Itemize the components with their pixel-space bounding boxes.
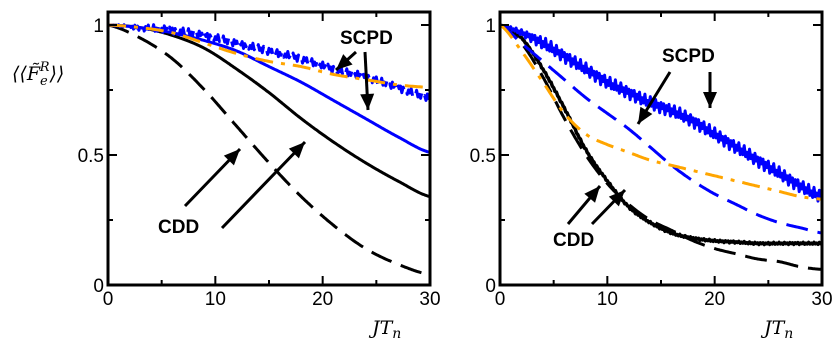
series-line-blue-solid-noisy xyxy=(499,23,824,203)
x-tick-label: 20 xyxy=(312,289,333,310)
x-tick-label: 20 xyxy=(704,289,725,310)
y-tick-label: 0.5 xyxy=(470,146,496,167)
annotation-scpd: SCPD xyxy=(340,28,393,49)
y-tick-label: 0 xyxy=(485,276,496,297)
x-tick-label: 30 xyxy=(419,289,440,310)
series-line-black-solid-ripple xyxy=(499,23,823,247)
y-axis-label-close: ⟩⟩ xyxy=(49,63,65,85)
left-panel: 0 10 20 30 0 0.5 1 JTn ⟨⟨F̃eR⟩⟩ SCPD CDD xyxy=(12,10,441,342)
x-axis-label-main: JT xyxy=(760,317,786,339)
arrow-cdd-a-head xyxy=(584,186,600,203)
x-tick-label: 0 xyxy=(103,289,114,310)
x-tick-label: 0 xyxy=(495,289,506,310)
x-tick-label: 30 xyxy=(811,289,832,310)
annotation-scpd: SCPD xyxy=(662,46,715,67)
series-line-black-dashed xyxy=(107,23,431,277)
y-axis-label-sub: e xyxy=(40,74,48,89)
series-line-black-dashed xyxy=(499,23,823,271)
x-axis-label: JTn xyxy=(760,317,793,342)
y-axis-label-sup: R xyxy=(39,60,50,75)
arrow-cdd-b-head xyxy=(288,142,305,159)
x-axis-label-sub: n xyxy=(784,326,793,342)
x-tick-label: 10 xyxy=(205,289,226,310)
x-tick-label: 10 xyxy=(597,289,618,310)
x-axis-label: JTn xyxy=(368,317,401,342)
right-panel: 0 10 20 30 0 0.5 1 JTn SCPD CDD xyxy=(470,10,833,342)
y-tick-label: 1 xyxy=(485,16,496,37)
y-tick-label: 1 xyxy=(93,16,104,37)
y-axis-label-F: F̃ xyxy=(26,63,41,85)
y-tick-label: 0 xyxy=(93,276,104,297)
arrow-scpd-a-head xyxy=(336,54,353,70)
arrow-scpd-a-head xyxy=(638,106,653,124)
annotation-cdd: CDD xyxy=(553,230,594,251)
series-line-orange-dashdot xyxy=(499,23,823,201)
series-line-blue-dashed-noisy xyxy=(107,23,432,102)
arrow-scpd-b-head xyxy=(360,93,375,110)
arrow-scpd-b-head xyxy=(703,92,717,108)
series-line-blue-dashed xyxy=(499,23,823,235)
arrow-cdd-b-head xyxy=(608,190,625,207)
annotation-cdd: CDD xyxy=(158,217,199,238)
arrow-cdd-a-head xyxy=(223,149,240,166)
y-axis-label: ⟨⟨F̃eR⟩⟩ xyxy=(12,60,64,89)
arrow-cdd-b xyxy=(220,140,307,230)
y-axis-label-open: ⟨⟨ xyxy=(12,63,27,85)
x-axis-label-main: JT xyxy=(368,317,394,339)
series-line-orange-dashdot xyxy=(107,23,431,89)
y-tick-label: 0.5 xyxy=(78,146,104,167)
x-axis-label-sub: n xyxy=(392,326,401,342)
